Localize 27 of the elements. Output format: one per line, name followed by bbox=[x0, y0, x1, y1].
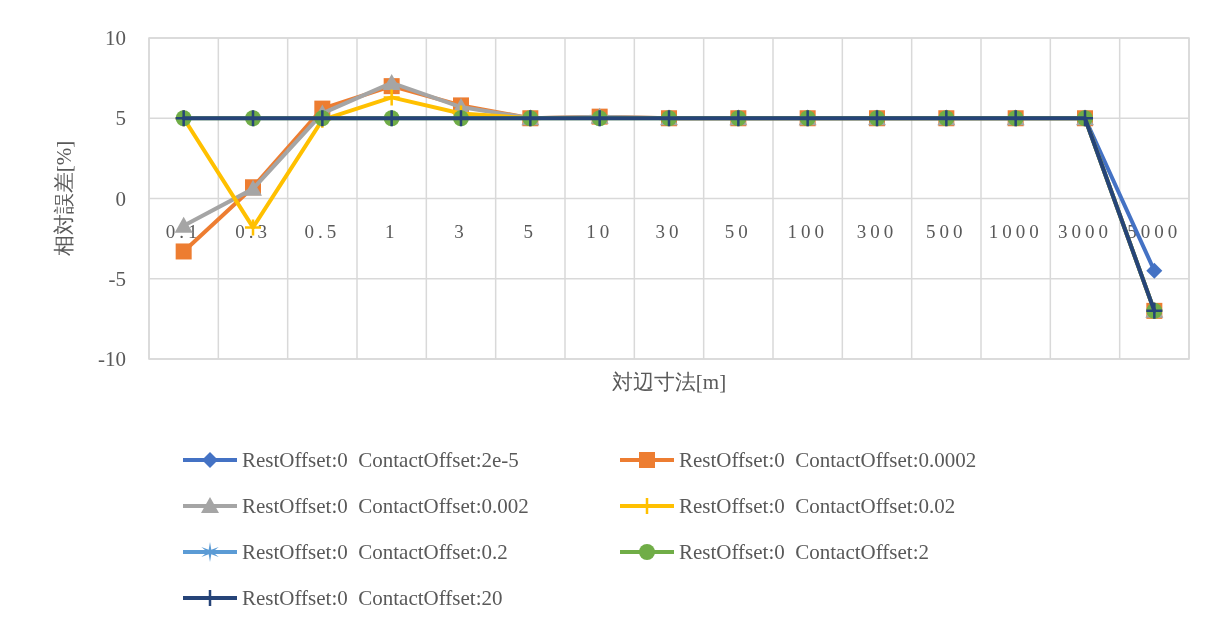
x-tick-label: 10 bbox=[586, 221, 614, 242]
x-tick-label: 1000 bbox=[988, 221, 1043, 242]
x-tick-label: 0.5 bbox=[304, 221, 341, 242]
legend-label: RestOffset:0 ContactOffset:2 bbox=[679, 540, 930, 564]
legend-label: RestOffset:0 ContactOffset:0.02 bbox=[679, 494, 956, 518]
x-axis-title: 対辺寸法[m] bbox=[611, 370, 727, 394]
x-tick-label: 500 bbox=[926, 221, 967, 242]
legend-label: RestOffset:0 ContactOffset:0.002 bbox=[242, 494, 529, 518]
legend-label: RestOffset:0 ContactOffset:2e-5 bbox=[242, 448, 519, 472]
x-tick-label: 100 bbox=[787, 221, 828, 242]
legend-label: RestOffset:0 ContactOffset:20 bbox=[242, 586, 503, 610]
y-tick-label: 5 bbox=[115, 106, 126, 131]
x-tick-label: 5 bbox=[523, 221, 538, 242]
x-tick-label: 3 bbox=[454, 221, 468, 242]
x-tick-label: 3000 bbox=[1058, 221, 1112, 242]
x-tick-label: 300 bbox=[856, 221, 898, 242]
legend-label: RestOffset:0 ContactOffset:0.0002 bbox=[679, 448, 977, 472]
x-tick-label: 0.1 bbox=[165, 221, 202, 242]
y-axis-title: 相対誤差[%] bbox=[52, 140, 76, 257]
x-tick-label: 50 bbox=[724, 221, 752, 242]
y-tick-label: 0 bbox=[115, 186, 126, 211]
y-tick-label: 10 bbox=[105, 26, 126, 50]
legend-label: RestOffset:0 ContactOffset:0.2 bbox=[242, 540, 508, 564]
x-tick-label: 1 bbox=[384, 221, 399, 242]
x-tick-label: 30 bbox=[655, 221, 683, 242]
y-tick-label: -10 bbox=[98, 347, 126, 371]
y-tick-label: -5 bbox=[108, 266, 126, 291]
